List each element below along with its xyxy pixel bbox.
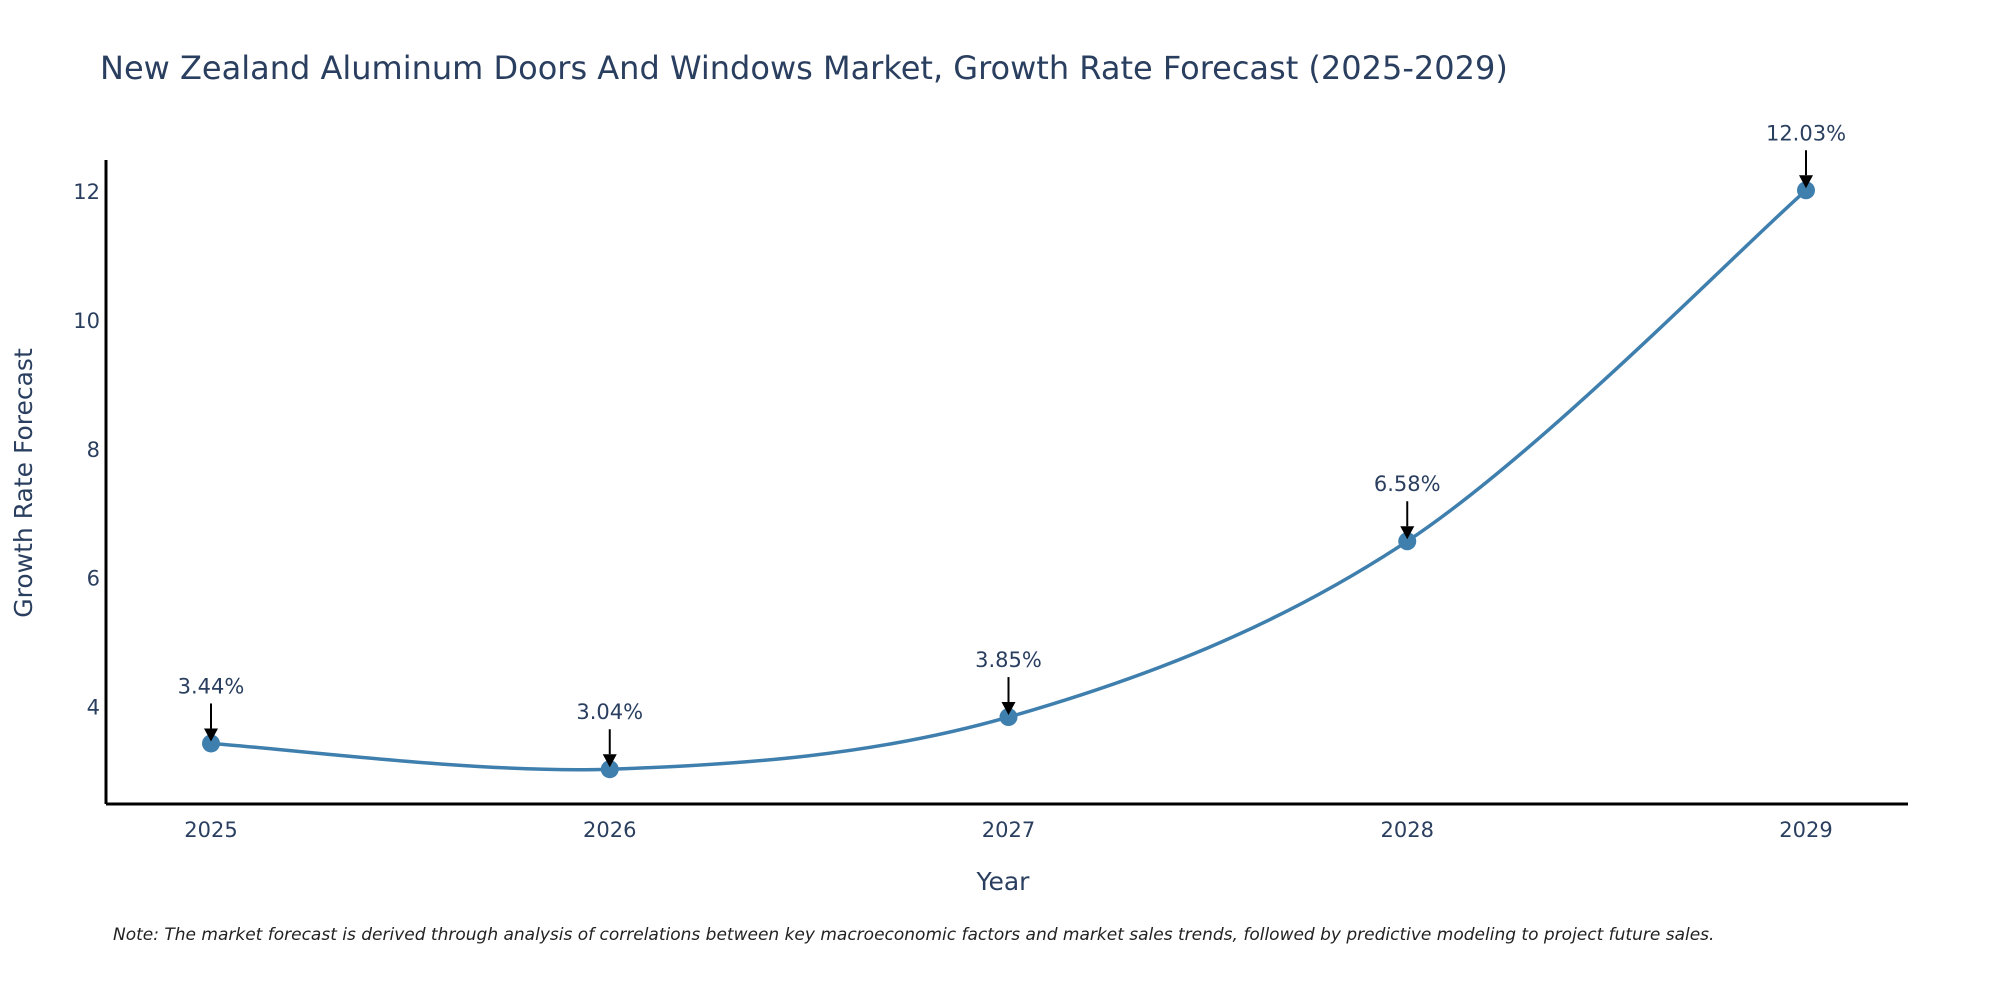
annotation-arrowhead (1400, 526, 1415, 540)
data-point-marker (600, 760, 619, 779)
data-point-marker (1797, 181, 1815, 200)
x-tick-label: 2026 (583, 818, 636, 842)
y-axis-ticks: 4 6 8 10 12 (73, 180, 100, 719)
y-tick-label: 6 (87, 567, 100, 591)
x-tick-label: 2025 (184, 818, 237, 842)
y-axis-title: Growth Rate Forecast (9, 348, 38, 618)
x-tick-label: 2029 (1779, 818, 1832, 842)
y-tick-label: 10 (73, 309, 100, 333)
data-label: 3.04% (576, 700, 643, 724)
series-line (210, 188, 1808, 772)
y-tick-label: 4 (87, 695, 100, 719)
annotation-arrowhead (204, 728, 218, 742)
data-label: 6.58% (1374, 472, 1441, 496)
annotations: 3.44% 3.04% 3.85% 6.58% 12.03% (178, 121, 1846, 768)
y-tick-label: 12 (73, 180, 100, 204)
data-label: 3.44% (178, 674, 245, 698)
data-label: 3.85% (975, 648, 1042, 672)
x-tick-label: 2028 (1381, 818, 1434, 842)
data-point-marker (999, 708, 1018, 727)
annotation-arrowhead (1001, 702, 1016, 716)
plot-area: 3.44% 3.04% 3.85% 6.58% 12.03% (178, 121, 1846, 779)
x-tick-label: 2027 (982, 818, 1035, 842)
data-point-marker (1398, 532, 1417, 551)
x-axis-title: Year (976, 867, 1031, 896)
footnote: Note: The market forecast is derived thr… (113, 925, 1714, 945)
y-tick-label: 8 (87, 438, 100, 462)
data-label: 12.03% (1766, 121, 1846, 145)
markers (202, 181, 1815, 779)
x-axis-ticks: 2025 2026 2027 2028 2029 (184, 818, 1832, 842)
annotation-arrowhead (602, 754, 617, 768)
data-point-marker (202, 734, 220, 753)
annotation-arrowhead (1799, 175, 1813, 189)
chart-title: New Zealand Aluminum Doors And Windows M… (100, 49, 1508, 87)
